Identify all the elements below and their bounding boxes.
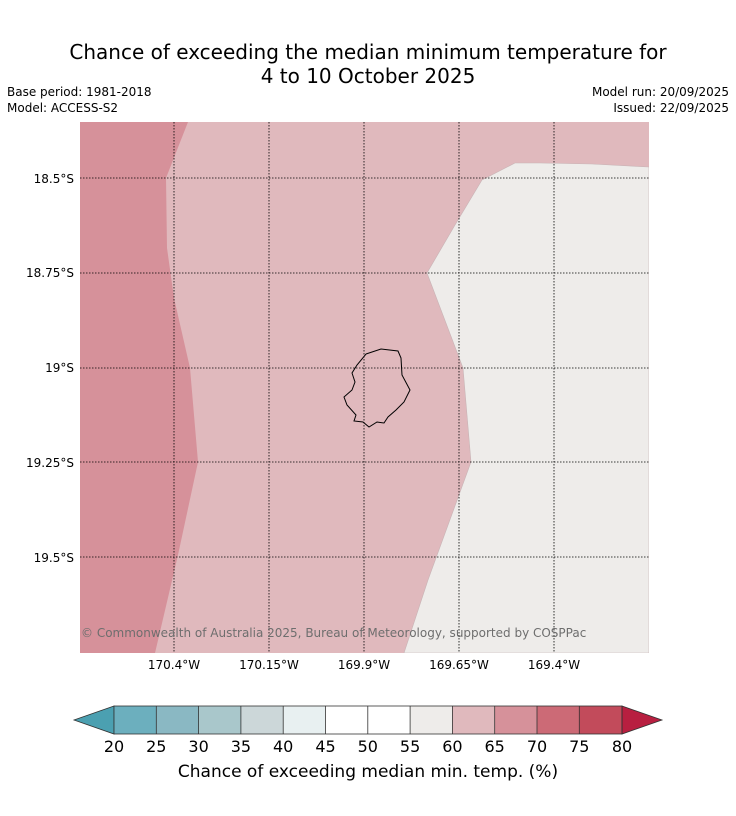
colorbar-tick-25: 25 [146,737,167,756]
colorbar-tick-45: 45 [315,737,336,756]
colorbar-label: Chance of exceeding median min. temp. (%… [177,762,559,782]
colorbar-segment-70-75 [537,706,580,734]
lat-label-19: 19°S [45,361,74,375]
colorbar-tick-30: 30 [188,737,209,756]
colorbar-tick-65: 65 [484,737,505,756]
lon-label-170-4: 170.4°W [147,658,201,672]
colorbar-outline [113,705,623,735]
colorbar-tick-35: 35 [230,737,252,756]
model-run-text: Model run: 20/09/2025 [591,85,729,99]
lat-label-18-75: 18.75°S [26,266,74,280]
colorbar-tick-20: 20 [103,737,125,756]
colorbar-segment-30-35 [198,706,241,734]
colorbar-extend-high [621,705,664,735]
colorbar-extend-low [72,705,115,735]
colorbar-segment-45-50 [325,706,368,734]
region-55-60 [403,162,649,653]
lat-label-19-5: 19.5°S [33,551,74,565]
colorbar-tick-75: 75 [569,737,590,756]
copyright-notice: © Commonwealth of Australia 2025, Bureau… [81,626,587,640]
base-period-text: Base period: 1981-2018 [7,85,152,99]
colorbar-segment-60-65 [452,706,495,734]
issued-text: Issued: 22/09/2025 [613,101,729,115]
colorbar-tick-60: 60 [442,737,463,756]
graticule [80,122,649,653]
lon-label-169-65: 169.65°W [429,658,489,672]
colorbar-segment-35-40 [240,706,284,734]
colorbar-tick-50: 50 [357,737,378,756]
lat-label-18-5: 18.5°S [33,172,74,186]
colorbar-tick-70: 70 [526,737,548,756]
lon-label-169-4: 169.4°W [527,658,581,672]
map-title-line-1: Chance of exceeding the median minimum t… [69,40,667,64]
lon-label-169-9: 169.9°W [337,658,391,672]
colorbar [72,705,664,735]
colorbar-tick-40: 40 [273,737,294,756]
colorbar-segment-75-80 [579,706,622,734]
model-text: Model: ACCESS-S2 [7,101,119,115]
colorbar-dividers [155,706,580,734]
colorbar-segment-55-60 [410,706,453,734]
map-title-line-2: 4 to 10 October 2025 [260,64,476,88]
colorbar-segment-40-45 [283,706,326,734]
colorbar-segment-50-55 [367,706,411,734]
colorbar-segment-25-30 [156,706,199,734]
lon-label-170-15: 170.15°W [239,658,299,672]
niue-coastline [343,348,411,428]
map-area [80,122,649,653]
colorbar-tick-80: 80 [611,737,633,756]
colorbar-tick-55: 55 [399,737,421,756]
lat-label-19-25: 19.25°S [26,456,74,470]
colorbar-segment-65-70 [494,706,537,734]
colorbar-segment-20-25 [114,706,157,734]
